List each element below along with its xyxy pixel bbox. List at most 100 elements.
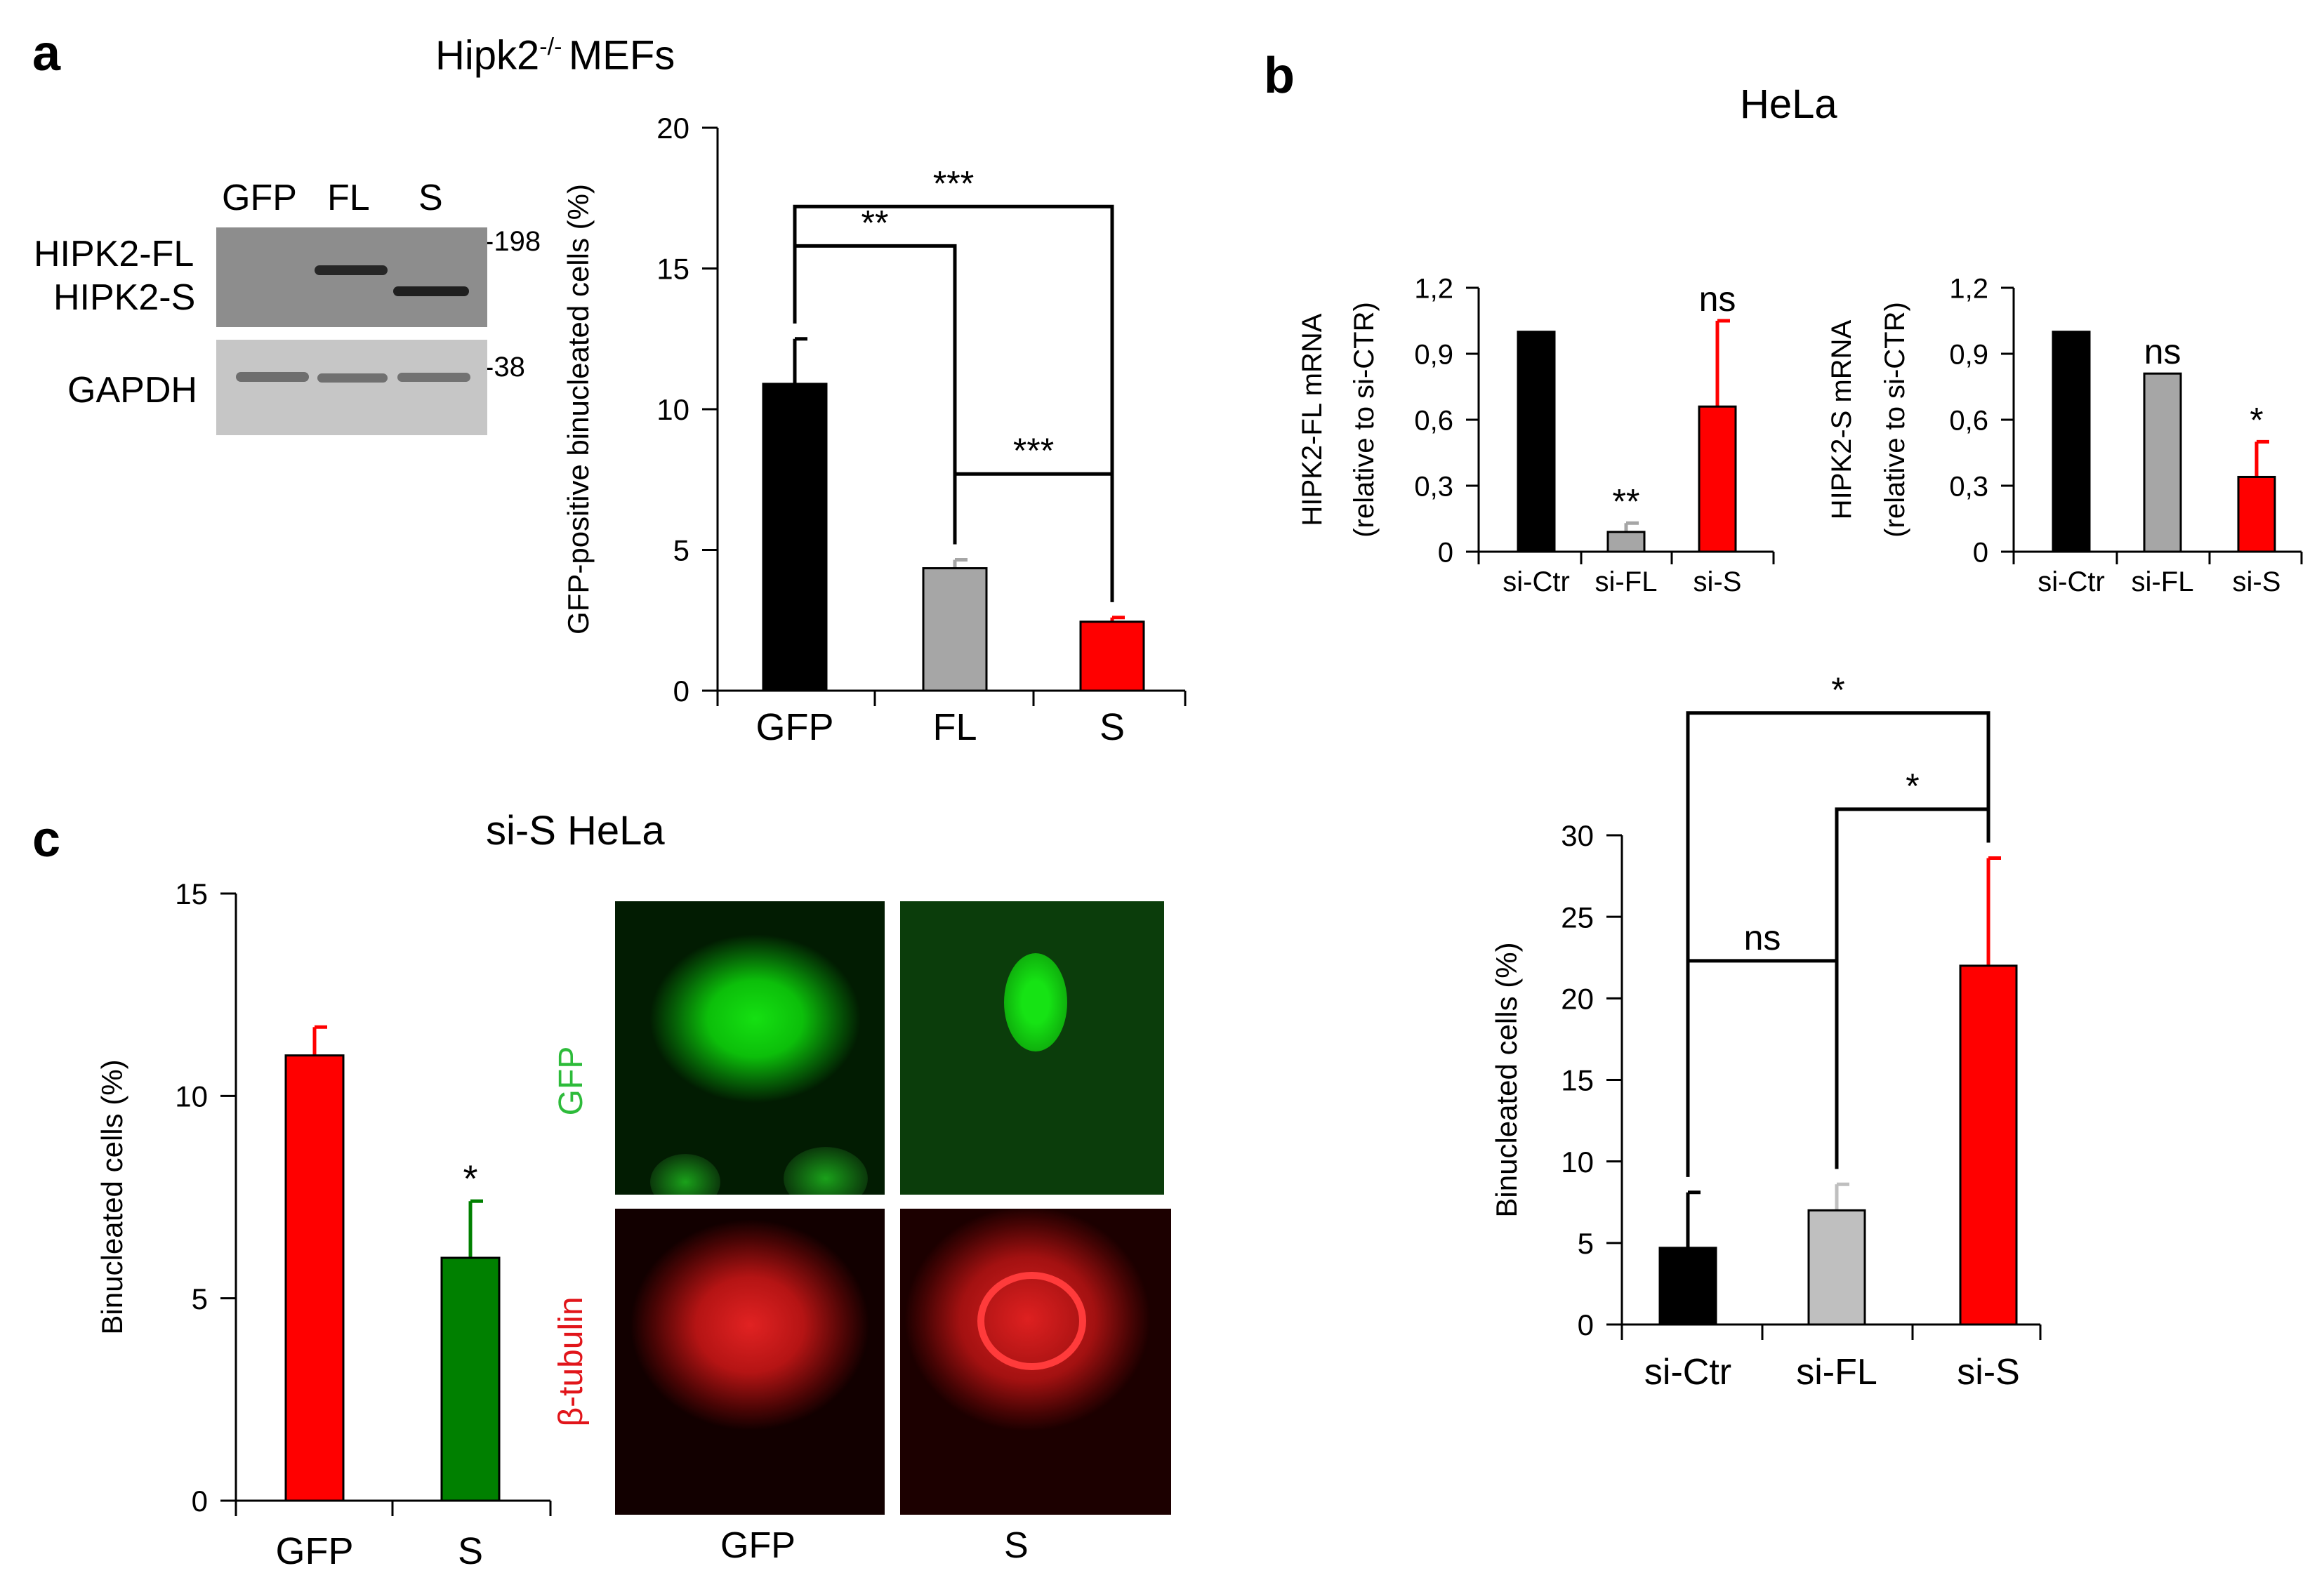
panel-c-title: si-S HeLa [486, 808, 665, 854]
a-bar-ytick-label-0: 0 [673, 675, 689, 708]
micrograph-s-gfp [900, 901, 1164, 1195]
b-s-mrna-category-label-2: si-S [2233, 566, 2281, 597]
b-binucleated-ytick-label-3: 15 [1561, 1064, 1594, 1097]
blot-row-gapdh: GAPDH [67, 370, 197, 411]
blot-band-gapdh-3 [397, 373, 470, 382]
b-s-mrna-annotation-1: ns [2144, 332, 2181, 371]
a-bar-ytick-label-3: 15 [656, 253, 689, 286]
b-binucleated-ytick-label-4: 20 [1561, 982, 1594, 1015]
b-fl-mrna-bar-1 [1606, 531, 1646, 553]
a-bar-ytick-label-2: 10 [656, 393, 689, 426]
a-bar-category-label-2: S [1100, 706, 1125, 748]
micrograph-gfp-tubulin [615, 1209, 885, 1515]
a-bar-ylabel: GFP-positive binucleated cells (%) [562, 184, 595, 635]
b-fl-mrna-ylabel-2: (relative to si-CTR) [1349, 302, 1380, 538]
b-s-mrna-annotation-2: * [2250, 400, 2263, 439]
b-s-mrna-ylabel: HIPK2-S mRNA [1826, 319, 1857, 519]
blot-lane-fl: FL [327, 178, 370, 218]
micrograph-column-gfp: GFP [720, 1525, 795, 1566]
b-fl-mrna-bar-2 [1698, 405, 1737, 553]
b-s-mrna-category-label-0: si-Ctr [2038, 566, 2105, 597]
blot-mw-198-value: 198 [494, 226, 541, 257]
b-s-mrna-ytick-label-2: 0,6 [1949, 405, 1988, 436]
a-bar-ytick-label-4: 20 [656, 112, 689, 145]
a-bar-category-label-1: FL [932, 706, 977, 748]
micrograph-s-nucleus [1004, 953, 1067, 1051]
panel-label-c: c [32, 811, 61, 868]
micrograph-gfp-cell-1 [650, 1154, 720, 1195]
blot-band-fl [315, 265, 388, 275]
b-fl-mrna-ytick-label-4: 1,2 [1414, 273, 1453, 304]
b-fl-mrna-annotation-2: ns [1699, 279, 1736, 319]
blot-band-gapdh-1 [236, 372, 309, 382]
b-binucleated-ytick-label-1: 5 [1578, 1227, 1594, 1260]
b-s-mrna-bar-2 [2237, 475, 2276, 553]
c-bar-ytick-label-2: 10 [175, 1080, 208, 1113]
b-binucleated-ytick-label-0: 0 [1578, 1308, 1594, 1341]
b-fl-mrna-ytick-label-0: 0 [1438, 537, 1453, 568]
b-fl-mrna-ylabel: HIPK2-FL mRNA [1297, 313, 1328, 526]
b-binucleated-ylabel: Binucleated cells (%) [1490, 942, 1523, 1217]
blot-row-hipk2-s: HIPK2-S [53, 277, 196, 318]
b-s-mrna-ytick-label-3: 0,9 [1949, 339, 1988, 370]
b-s-mrna-ytick-label-4: 1,2 [1949, 273, 1988, 304]
b-binucleated-significance-bracket-0 [1686, 711, 1990, 1177]
b-s-mrna-bar-1 [2143, 372, 2182, 553]
blot-band-s [393, 286, 469, 296]
panel-label-b: b [1264, 48, 1295, 104]
b-binucleated-significance-label-2: ns [1744, 918, 1781, 957]
blot-membrane-hipk2 [216, 227, 487, 327]
a-bar-significance-label-1: ** [861, 203, 889, 242]
a-bar-bar-1 [922, 567, 988, 692]
c-bar-ytick-label-0: 0 [192, 1485, 208, 1518]
micrograph-s-nucleus-outline [977, 1272, 1086, 1370]
panel-a-title-suffix: MEFs [568, 32, 675, 79]
c-bar-ytick-label-1: 5 [192, 1282, 208, 1315]
b-binucleated-category-label-0: si-Ctr [1644, 1352, 1731, 1393]
a-bar-significance-bracket-2 [953, 472, 1114, 602]
panel-b-title: HeLa [1740, 81, 1837, 127]
a-bar-significance-bracket-1 [793, 244, 957, 545]
b-binucleated-significance-bracket-2 [1686, 959, 1839, 1177]
b-s-mrna-ytick-label-0: 0 [1973, 537, 1988, 568]
b-fl-mrna-annotation-1: ** [1613, 482, 1640, 521]
c-bar-category-label-1: S [458, 1530, 483, 1572]
b-s-mrna-ylabel-2: (relative to si-CTR) [1880, 302, 1910, 538]
b-fl-mrna-ytick-label-3: 0,9 [1414, 339, 1453, 370]
micrograph-gfp-cell-2 [784, 1147, 868, 1195]
b-binucleated-ytick-label-5: 25 [1561, 901, 1594, 934]
b-binucleated-ytick-label-6: 30 [1561, 819, 1594, 852]
b-fl-mrna-category-label-1: si-FL [1595, 566, 1658, 597]
blot-mw-38-value: 38 [494, 352, 525, 383]
b-binucleated-category-label-2: si-S [1957, 1352, 2020, 1393]
a-bar-significance-label-0: *** [933, 164, 974, 203]
c-bar-bar-0 [284, 1054, 345, 1502]
b-binucleated-significance-label-1: * [1906, 766, 1919, 806]
c-bar-annotation-1: * [463, 1157, 477, 1200]
c-bar-ylabel: Binucleated cells (%) [95, 1059, 128, 1334]
c-bar-ytick-label-3: 15 [175, 877, 208, 910]
b-fl-mrna-ytick-label-2: 0,6 [1414, 405, 1453, 436]
blot-mw-198: -198 [484, 226, 541, 257]
b-binucleated-category-label-1: si-FL [1796, 1352, 1877, 1393]
b-fl-mrna-ytick-label-1: 0,3 [1414, 471, 1453, 502]
c-bar-bar-1 [440, 1256, 501, 1502]
b-s-mrna-category-label-1: si-FL [2132, 566, 2194, 597]
a-bar-category-label-0: GFP [755, 706, 833, 748]
panel-a-title-main: Hipk2 [435, 32, 540, 79]
a-bar-bar-0 [762, 383, 828, 692]
b-fl-mrna-bar-0 [1517, 331, 1556, 553]
a-bar-bar-2 [1079, 620, 1145, 692]
panel-a-title-sup: -/- [539, 34, 569, 60]
a-bar-significance-label-2: *** [1013, 431, 1054, 470]
blot-lane-gfp: GFP [222, 178, 297, 218]
b-s-mrna-bar-0 [2052, 331, 2091, 553]
micrograph-gfp-gfp [615, 901, 885, 1195]
panel-a-title: Hipk2-/- MEFs [435, 35, 675, 76]
b-binucleated-bar-2 [1959, 964, 2018, 1326]
micrograph-column-s: S [1004, 1525, 1029, 1566]
c-bar-category-label-0: GFP [275, 1530, 353, 1572]
panel-label-a: a [32, 25, 61, 81]
b-s-mrna-ytick-label-1: 0,3 [1949, 471, 1988, 502]
